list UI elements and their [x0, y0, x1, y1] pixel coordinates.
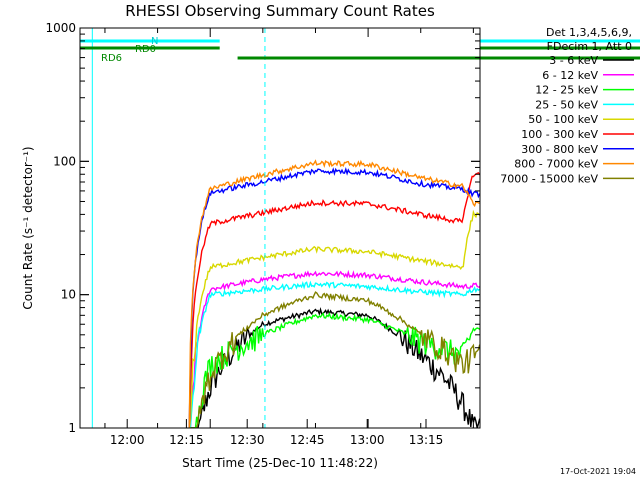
series-line-7 — [188, 159, 480, 428]
legend-label-3: 25 - 50 keV — [535, 98, 598, 111]
x-axis-ticks: 12:00 12:15 12:30 12:45 13:00 13:15 — [104, 28, 474, 447]
rd0-annotation: RD0 — [135, 44, 156, 55]
chart-title: RHESSI Observing Summary Count Rates — [125, 2, 435, 20]
legend-label-4: 50 - 100 keV — [528, 113, 598, 126]
x-tick-label: 12:30 — [230, 433, 265, 447]
x-tick-label: 13:15 — [409, 433, 444, 447]
x-tick-label: 12:00 — [110, 433, 145, 447]
series-line-8 — [189, 291, 480, 428]
y-tick-label: 100 — [53, 154, 76, 168]
y-tick-label: 1 — [68, 421, 76, 435]
legend-label-5: 100 - 300 keV — [521, 128, 598, 141]
legend-label-0: 3 - 6 keV — [549, 54, 598, 67]
plot-frame — [79, 27, 481, 429]
series-line-6 — [188, 167, 480, 428]
legend-label-8: 7000 - 15000 keV — [500, 172, 598, 185]
series-layer — [188, 159, 480, 428]
series-line-1 — [189, 269, 480, 428]
x-tick-label: 12:45 — [290, 433, 325, 447]
x-axis-label: Start Time (25-Dec-10 11:48:22) — [182, 456, 378, 470]
footer-timestamp: 17-Oct-2021 19:04 — [560, 467, 636, 476]
x-tick-label: 13:00 — [350, 433, 385, 447]
x-tick-label: 12:15 — [169, 433, 204, 447]
legend-label-1: 6 - 12 keV — [542, 69, 598, 82]
series-line-4 — [188, 209, 480, 428]
legend-header-2: FDecim 1, Att 0 — [547, 40, 632, 53]
legend-label-6: 300 - 800 keV — [521, 143, 598, 156]
vertical-lines — [91, 28, 266, 428]
y-axis-ticks: 1 10 100 1000 — [45, 21, 480, 435]
legend-label-7: 800 - 7000 keV — [514, 158, 598, 171]
n-annotation: N — [151, 36, 158, 47]
legend-label-2: 12 - 25 keV — [535, 84, 598, 97]
series-line-0 — [189, 306, 480, 428]
y-axis-label: Count Rate (s⁻¹ detector⁻¹) — [21, 146, 35, 309]
status-bars — [80, 39, 640, 60]
rd6-annotation: RD6 — [101, 53, 122, 64]
series-line-5 — [188, 172, 480, 428]
series-line-3 — [189, 280, 480, 428]
series-line-2 — [189, 312, 480, 428]
y-tick-label: 1000 — [45, 21, 76, 35]
legend-header-1: Det 1,3,4,5,6,9, — [546, 26, 632, 39]
y-tick-label: 10 — [61, 288, 76, 302]
